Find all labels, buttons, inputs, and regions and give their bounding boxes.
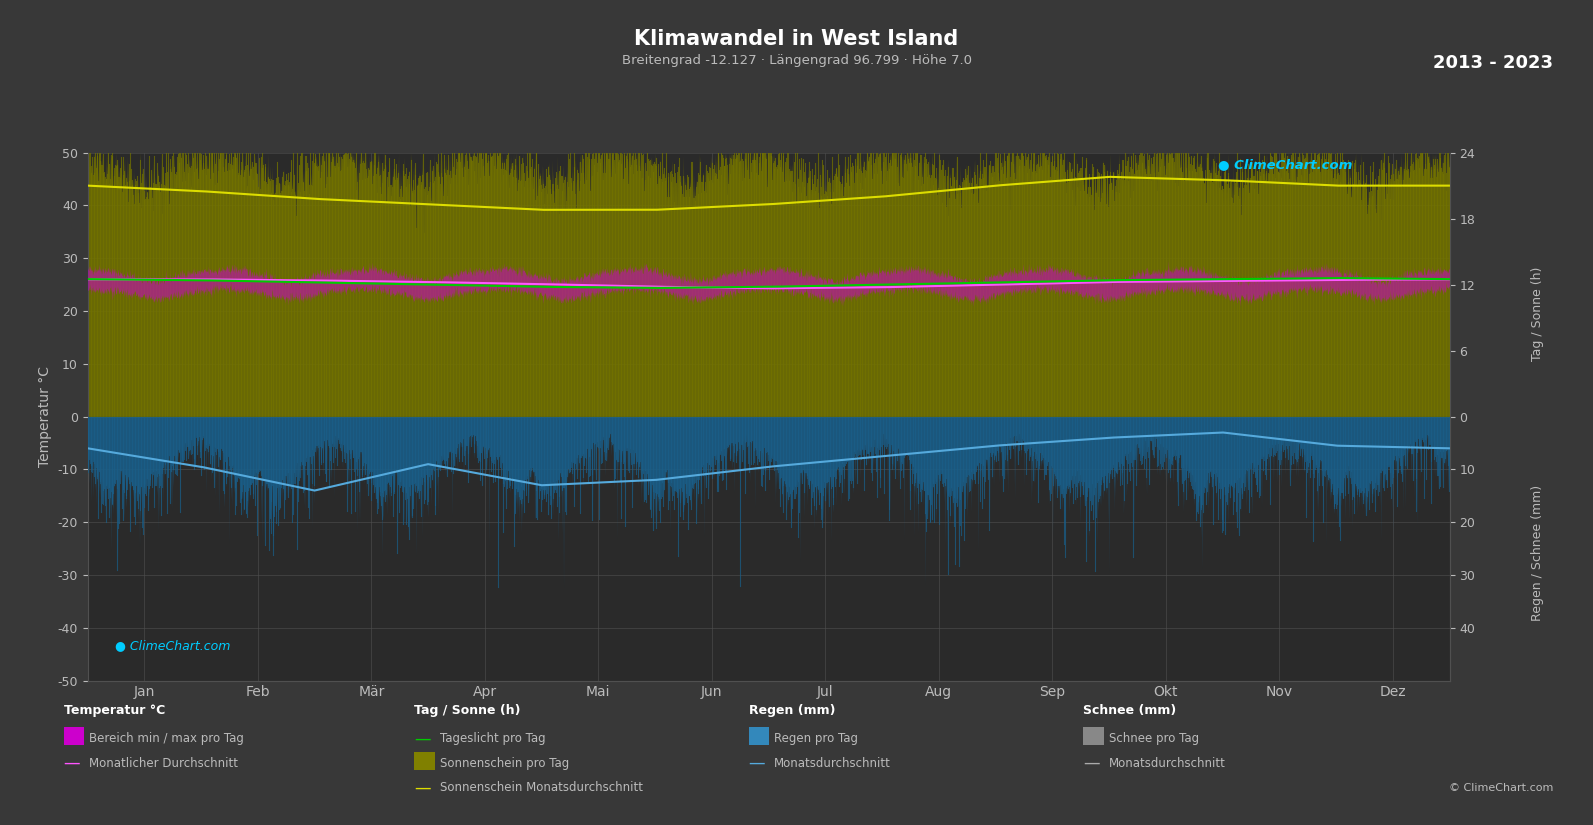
Text: Bereich min / max pro Tag: Bereich min / max pro Tag	[89, 732, 244, 745]
Text: —: —	[64, 754, 80, 772]
Text: Tageslicht pro Tag: Tageslicht pro Tag	[440, 732, 545, 745]
Text: —: —	[1083, 754, 1099, 772]
Text: Tag / Sonne (h): Tag / Sonne (h)	[414, 704, 521, 717]
Text: Klimawandel in West Island: Klimawandel in West Island	[634, 29, 959, 49]
Text: 2013 - 2023: 2013 - 2023	[1434, 54, 1553, 72]
Text: Regen / Schnee (mm): Regen / Schnee (mm)	[1531, 485, 1544, 620]
Text: Breitengrad -12.127 · Längengrad 96.799 · Höhe 7.0: Breitengrad -12.127 · Längengrad 96.799 …	[621, 54, 972, 67]
Text: Monatsdurchschnitt: Monatsdurchschnitt	[1109, 757, 1225, 770]
Text: —: —	[414, 779, 430, 797]
Text: Tag / Sonne (h): Tag / Sonne (h)	[1531, 266, 1544, 361]
Text: Schnee (mm): Schnee (mm)	[1083, 704, 1177, 717]
Text: ● ClimeChart.com: ● ClimeChart.com	[115, 639, 231, 652]
Text: Regen pro Tag: Regen pro Tag	[774, 732, 859, 745]
Text: Sonnenschein Monatsdurchschnitt: Sonnenschein Monatsdurchschnitt	[440, 781, 642, 794]
Text: —: —	[749, 754, 765, 772]
Text: Monatsdurchschnitt: Monatsdurchschnitt	[774, 757, 890, 770]
Text: © ClimeChart.com: © ClimeChart.com	[1448, 783, 1553, 793]
Text: Schnee pro Tag: Schnee pro Tag	[1109, 732, 1200, 745]
Text: Temperatur °C: Temperatur °C	[64, 704, 166, 717]
Text: Sonnenschein pro Tag: Sonnenschein pro Tag	[440, 757, 569, 770]
Text: ● ClimeChart.com: ● ClimeChart.com	[1219, 158, 1352, 172]
Y-axis label: Temperatur °C: Temperatur °C	[38, 366, 53, 467]
Text: Regen (mm): Regen (mm)	[749, 704, 835, 717]
Text: Monatlicher Durchschnitt: Monatlicher Durchschnitt	[89, 757, 239, 770]
Text: —: —	[414, 729, 430, 747]
